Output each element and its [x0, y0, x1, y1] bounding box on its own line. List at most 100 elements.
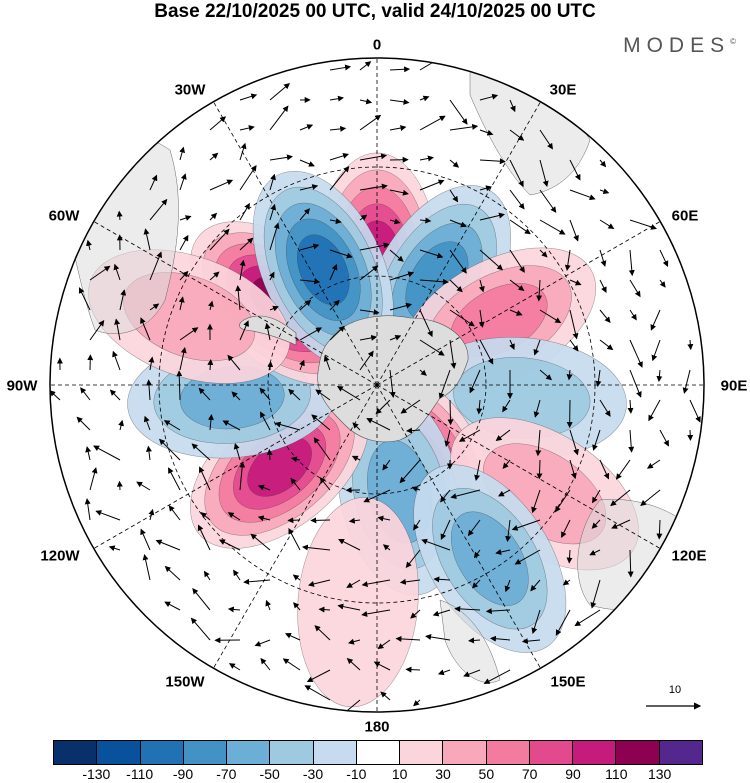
wind-vector [497, 489, 511, 497]
wind-vector [254, 639, 271, 647]
wind-vector [554, 489, 571, 513]
wind-vector [569, 219, 579, 242]
colorbar-swatch [443, 741, 487, 764]
wind-vector [509, 279, 525, 292]
wind-vector [109, 389, 121, 401]
wind-vector [50, 390, 61, 401]
wind-vector [209, 271, 220, 281]
wind-vector [363, 489, 391, 503]
wind-vector [569, 429, 579, 456]
wind-vector [299, 208, 311, 221]
wind-vector [419, 339, 445, 356]
wind-vector [179, 173, 187, 191]
wind-vector [611, 519, 631, 529]
wind-vector [479, 185, 492, 192]
wind-vector [536, 279, 543, 302]
wind-vector [389, 302, 413, 311]
wind-vector [562, 579, 571, 586]
map-boundary [49, 57, 705, 713]
wind-vector [450, 489, 481, 500]
meridian [376, 221, 661, 386]
colorbar-swatch [313, 741, 357, 764]
wind-vector [449, 279, 463, 293]
wind-vector [569, 309, 579, 340]
wind-vector [651, 339, 661, 362]
wind-vector [337, 603, 361, 611]
wind-vector [504, 579, 511, 593]
wind-vector [656, 519, 663, 540]
wind-vector [479, 93, 499, 101]
wind-vector [86, 239, 92, 251]
wind-vector [148, 356, 155, 371]
wind-vector [478, 309, 485, 328]
wind-vector [366, 418, 391, 431]
wind-vector [228, 663, 241, 671]
colorbar-swatch [227, 741, 271, 764]
wind-vector [233, 569, 241, 581]
wind-vector [112, 350, 121, 371]
wind-vector [595, 369, 602, 387]
wind-vector [561, 519, 571, 538]
wind-vector [419, 369, 427, 376]
wind-vector [306, 669, 331, 683]
wind-vector [179, 146, 186, 161]
wind-vector [539, 159, 549, 187]
wind-vector [536, 459, 543, 480]
wind-vector [267, 360, 274, 371]
wind-vector [235, 285, 242, 311]
wind-vector [377, 515, 391, 522]
wind-vector [474, 459, 481, 482]
wind-vector [191, 443, 211, 461]
wind-vector [178, 296, 185, 311]
wind-vector [76, 416, 91, 431]
colorbar-swatch [400, 741, 444, 764]
wind-vector [179, 215, 192, 221]
wind-vector [489, 635, 511, 642]
wind-vector [589, 549, 601, 556]
wind-vector [207, 300, 214, 311]
wind-vector-layer [50, 58, 701, 712]
wind-vector [209, 152, 219, 161]
wind-vector [659, 279, 666, 288]
wind-vector [227, 512, 241, 521]
wind-vector [389, 125, 407, 131]
wind-vector [389, 369, 396, 399]
wind-vector [479, 249, 504, 271]
wind-vector [468, 637, 481, 644]
wind-vector [113, 263, 121, 281]
wind-vector [299, 243, 320, 251]
wind-vector [505, 519, 512, 543]
wind-vector [84, 498, 91, 521]
colorbar-tick-label: -130 [82, 766, 111, 782]
colorbar-swatch [659, 741, 702, 764]
wind-vector [239, 202, 250, 221]
wind-vector [299, 278, 321, 285]
wind-vector [231, 391, 241, 401]
colorbar-tick-label: 10 [391, 766, 408, 782]
colorbar-tick-label: 70 [521, 766, 538, 782]
wind-vector [514, 549, 541, 565]
modes-logo: MODES© [623, 34, 736, 58]
wind-vector [495, 549, 511, 555]
wind-vector [190, 617, 211, 641]
wind-vector [259, 387, 271, 401]
wind-vector [311, 414, 331, 431]
wind-vector [260, 411, 271, 431]
colorbar-swatch [54, 741, 98, 764]
wind-vector [531, 489, 541, 514]
colorbar-tick-label: 130 [647, 766, 672, 782]
wind-vector [566, 369, 573, 381]
wind-vector [233, 443, 241, 461]
wind-vector [239, 164, 257, 191]
colorbar-swatch [140, 741, 184, 764]
wind-vector [140, 317, 151, 341]
wind-vector [682, 369, 691, 394]
wind-vector [338, 699, 361, 712]
wind-vector [615, 459, 631, 480]
wind-vector [399, 459, 421, 484]
wind-vector [207, 414, 214, 431]
wind-vector [179, 346, 187, 371]
wind-vector [292, 574, 301, 581]
wind-vector [140, 528, 151, 551]
